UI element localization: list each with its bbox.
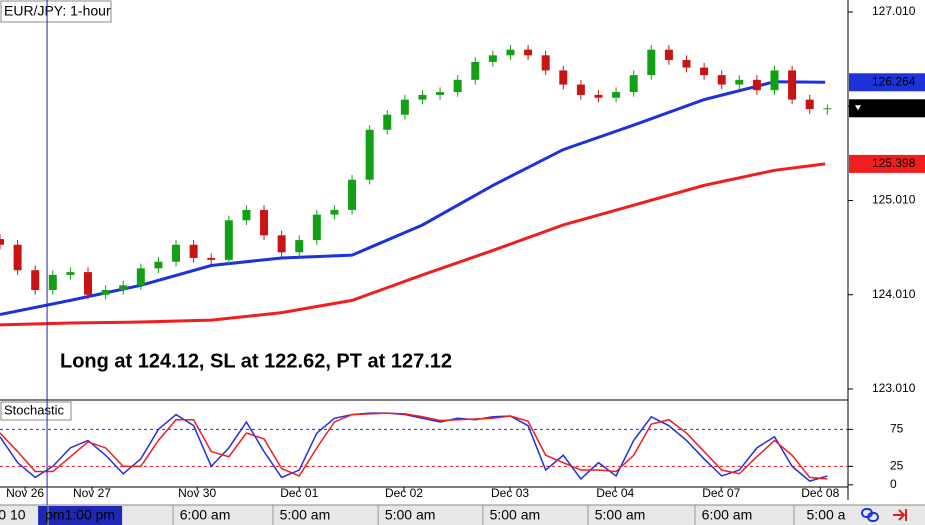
stochastic-line	[0, 412, 828, 482]
candle-body	[119, 285, 128, 291]
price-tag-label: 125.398	[872, 156, 916, 170]
chart-title: EUR/JPY: 1-hour	[4, 3, 111, 19]
y-tick-label: 127.010	[872, 4, 916, 18]
candle-body	[207, 257, 216, 260]
y-tick-label: 123.010	[872, 381, 916, 395]
candle-body	[48, 274, 57, 291]
time-label: 0 10	[0, 507, 26, 523]
y-tick-label: 0	[890, 477, 897, 491]
candle-body	[418, 94, 427, 100]
candle-body	[383, 114, 392, 130]
y-tick-label: 125.010	[872, 193, 916, 207]
panel-title: Stochastic	[4, 402, 64, 417]
candle-body	[559, 70, 568, 85]
candle-body	[31, 270, 40, 291]
candle-body	[664, 49, 673, 61]
annotation: Long at 124.12, SL at 122.62, PT at 127.…	[60, 350, 452, 372]
time-highlight	[38, 506, 123, 525]
candle-body	[365, 129, 374, 180]
price-tag	[849, 73, 925, 92]
time-label: pm1:00 pm	[45, 507, 115, 523]
candle-body	[647, 49, 656, 76]
price-tag-label: 125.988	[872, 100, 916, 114]
candle-body	[682, 60, 691, 68]
candle-body	[242, 209, 251, 221]
x-tick-label: Dec 03	[491, 486, 529, 500]
y-tick-label: 124.010	[872, 287, 916, 301]
candle-body	[436, 92, 445, 95]
title-box	[0, 401, 72, 421]
candle-body	[700, 67, 709, 76]
candle-body	[612, 92, 621, 98]
candle-body	[101, 290, 110, 295]
candle-body	[348, 179, 357, 210]
x-tick-label: Dec 04	[596, 486, 634, 500]
time-label: 6:00 am	[702, 507, 753, 523]
candle-body	[805, 99, 814, 110]
candle-body	[524, 49, 533, 56]
candle-body	[13, 244, 22, 271]
toolbar-icons[interactable]	[861, 508, 907, 522]
candle-body	[400, 99, 409, 115]
time-bar	[0, 505, 925, 525]
candle-body	[295, 240, 304, 253]
x-tick-label: Nov 27	[73, 486, 111, 500]
candle-body	[330, 209, 339, 215]
candle-body	[717, 75, 726, 85]
candle-body	[752, 79, 761, 91]
moving-average	[0, 162, 826, 327]
candle-body	[576, 84, 585, 95]
time-label: 5:00 am	[595, 507, 646, 523]
y-tick-label: 75	[890, 422, 904, 436]
price-tag	[849, 99, 925, 118]
candle-body	[471, 61, 480, 80]
candle-body	[788, 70, 797, 100]
price-arrow	[855, 105, 861, 111]
time-label: 5:00 am	[385, 507, 436, 523]
price-tag	[849, 154, 925, 173]
candle-body	[172, 244, 181, 262]
candle-body	[488, 55, 497, 62]
time-label: 6:00 am	[180, 507, 231, 523]
candle-body	[823, 108, 832, 110]
candle-body	[84, 272, 93, 295]
candle-body	[594, 94, 603, 98]
scroll-end-icon[interactable]	[893, 509, 907, 521]
x-tick-label: Dec 01	[280, 486, 318, 500]
candle-body	[277, 235, 286, 253]
x-tick-label: Dec 07	[702, 486, 740, 500]
link-icon[interactable]	[867, 512, 879, 522]
x-tick-label: Nov 26	[6, 486, 44, 500]
time-label: 5:00 a	[807, 507, 846, 523]
candle-body	[136, 268, 145, 286]
candle-body	[506, 49, 515, 56]
candle-body	[224, 220, 233, 260]
candle-body	[66, 272, 75, 275]
candle-body	[735, 79, 744, 85]
y-tick-label: 25	[890, 459, 904, 473]
candle-body	[189, 244, 198, 258]
candle-body	[312, 214, 321, 241]
candle-body	[0, 239, 4, 245]
title-box	[0, 0, 112, 23]
stochastic-line	[0, 412, 828, 480]
candle-body	[629, 75, 638, 93]
time-label: 5:00 am	[490, 507, 541, 523]
candle-body	[154, 261, 163, 269]
x-tick-label: Dec 08	[801, 486, 839, 500]
time-label: 5:00 am	[280, 507, 331, 523]
price-tag-label: 126.264	[872, 74, 916, 88]
x-tick-label: Dec 02	[385, 486, 423, 500]
candle-body	[260, 209, 269, 236]
candle-body	[770, 70, 779, 91]
x-tick-label: Nov 30	[178, 486, 216, 500]
candle-body	[453, 79, 462, 93]
candle-body	[541, 55, 550, 71]
